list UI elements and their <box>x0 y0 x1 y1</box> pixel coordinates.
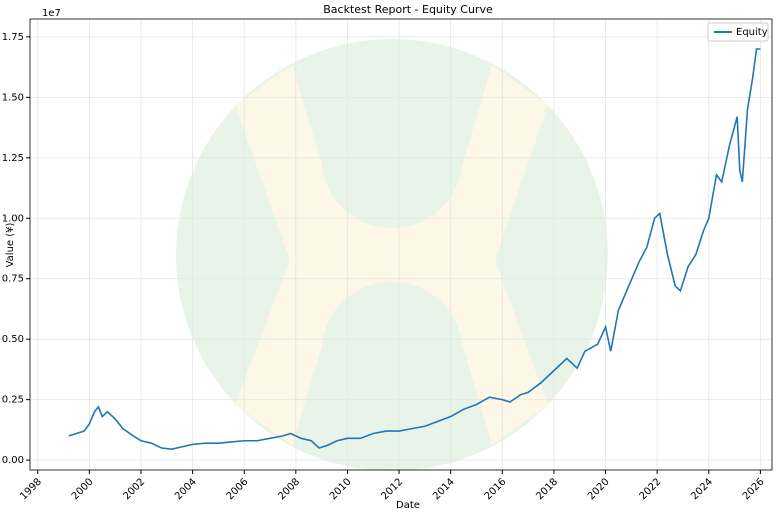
legend-label: Equity <box>736 27 768 38</box>
y-axis-label: Value (¥) <box>5 223 16 268</box>
y-tick-label: 1.50 <box>2 92 24 103</box>
y-tick-label: 0.25 <box>2 395 24 406</box>
y-tick-label: 0.00 <box>2 455 24 466</box>
chart-title: Backtest Report - Equity Curve <box>323 3 493 16</box>
legend: Equity <box>707 22 769 42</box>
y-tick-label: 0.50 <box>2 334 24 345</box>
watermark <box>176 39 608 471</box>
y-offset-label: 1e7 <box>42 8 61 19</box>
y-tick-label: 0.75 <box>2 274 24 285</box>
axes-frame <box>29 18 773 471</box>
y-tick-label: 1.75 <box>2 32 24 43</box>
y-tick-label: 1.25 <box>2 153 24 164</box>
legend-box <box>707 22 769 42</box>
x-axis-label: Date <box>396 500 420 511</box>
y-tick-label: 1.00 <box>2 213 24 224</box>
line <box>68 48 761 451</box>
